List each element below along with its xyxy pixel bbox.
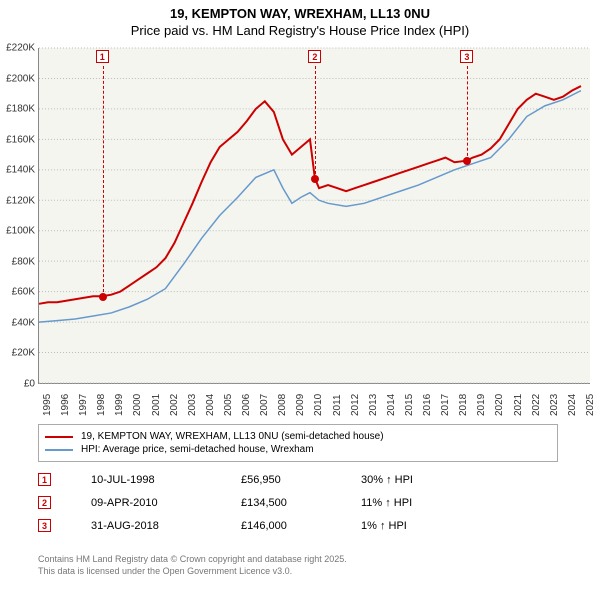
marker-dot-icon (311, 175, 319, 183)
x-axis-label: 2011 (332, 394, 343, 416)
sale-marker-icon: 1 (38, 473, 51, 486)
x-axis-label: 1995 (42, 394, 53, 416)
marker-number-icon: 1 (96, 50, 109, 63)
x-axis-label: 2009 (295, 394, 306, 416)
sales-row: 2 09-APR-2010 £134,500 11% ↑ HPI (38, 491, 558, 514)
marker-line (467, 66, 468, 161)
sale-price: £146,000 (241, 520, 361, 532)
x-axis-label: 2018 (458, 394, 469, 416)
sale-diff: 11% ↑ HPI (361, 497, 481, 509)
marker-line (315, 66, 316, 179)
x-axis-label: 2006 (241, 394, 252, 416)
footer-license: This data is licensed under the Open Gov… (38, 566, 347, 578)
footer: Contains HM Land Registry data © Crown c… (38, 554, 347, 577)
y-axis-label: £200K (0, 73, 35, 84)
sale-date: 09-APR-2010 (91, 497, 241, 509)
x-axis-label: 2019 (476, 394, 487, 416)
y-axis-label: £80K (0, 256, 35, 267)
x-axis-label: 2022 (531, 394, 542, 416)
y-axis-label: £40K (0, 317, 35, 328)
sale-diff: 30% ↑ HPI (361, 474, 481, 486)
x-axis-label: 2016 (422, 394, 433, 416)
legend: 19, KEMPTON WAY, WREXHAM, LL13 0NU (semi… (38, 424, 558, 462)
x-axis-label: 2002 (169, 394, 180, 416)
marker-dot-icon (99, 293, 107, 301)
legend-label: HPI: Average price, semi-detached house,… (81, 444, 314, 455)
x-axis-label: 2025 (585, 394, 596, 416)
marker-dot-icon (463, 157, 471, 165)
y-axis-label: £60K (0, 287, 35, 298)
marker-number-icon: 2 (308, 50, 321, 63)
sale-marker-icon: 2 (38, 496, 51, 509)
legend-swatch (45, 436, 73, 438)
x-axis-label: 1999 (114, 394, 125, 416)
sales-row: 3 31-AUG-2018 £146,000 1% ↑ HPI (38, 514, 558, 537)
sale-price: £56,950 (241, 474, 361, 486)
series-line (39, 86, 581, 304)
x-axis-label: 2017 (440, 394, 451, 416)
footer-copyright: Contains HM Land Registry data © Crown c… (38, 554, 347, 566)
marker-number-icon: 3 (460, 50, 473, 63)
chart-container: 19, KEMPTON WAY, WREXHAM, LL13 0NU Price… (0, 0, 600, 590)
plot-area: 1 2 3 (38, 48, 590, 384)
x-axis-label: 2020 (494, 394, 505, 416)
y-axis-label: £180K (0, 104, 35, 115)
title-block: 19, KEMPTON WAY, WREXHAM, LL13 0NU Price… (0, 0, 600, 40)
x-axis-label: 2015 (404, 394, 415, 416)
x-axis-label: 2023 (549, 394, 560, 416)
x-axis-label: 2005 (223, 394, 234, 416)
legend-swatch (45, 449, 73, 451)
sale-price: £134,500 (241, 497, 361, 509)
x-axis-label: 2008 (277, 394, 288, 416)
x-axis-label: 2014 (386, 394, 397, 416)
sale-date: 10-JUL-1998 (91, 474, 241, 486)
x-axis-label: 2007 (259, 394, 270, 416)
x-axis-label: 2010 (313, 394, 324, 416)
x-axis-label: 2003 (187, 394, 198, 416)
x-axis-label: 1997 (78, 394, 89, 416)
x-axis-label: 2000 (132, 394, 143, 416)
sale-diff: 1% ↑ HPI (361, 520, 481, 532)
x-axis-label: 2001 (151, 394, 162, 416)
sales-table: 1 10-JUL-1998 £56,950 30% ↑ HPI 2 09-APR… (38, 468, 558, 537)
y-axis-label: £120K (0, 195, 35, 206)
legend-label: 19, KEMPTON WAY, WREXHAM, LL13 0NU (semi… (81, 431, 384, 442)
y-axis-label: £220K (0, 43, 35, 54)
series-line (39, 91, 581, 322)
x-axis-label: 2012 (350, 394, 361, 416)
y-axis-label: £160K (0, 134, 35, 145)
y-axis-label: £140K (0, 165, 35, 176)
y-axis-label: £100K (0, 226, 35, 237)
y-axis-label: £20K (0, 348, 35, 359)
title-subtitle: Price paid vs. HM Land Registry's House … (0, 23, 600, 38)
title-address: 19, KEMPTON WAY, WREXHAM, LL13 0NU (0, 6, 600, 21)
x-axis-label: 2021 (513, 394, 524, 416)
legend-item: 19, KEMPTON WAY, WREXHAM, LL13 0NU (semi… (45, 431, 551, 442)
x-axis-label: 2013 (368, 394, 379, 416)
legend-item: HPI: Average price, semi-detached house,… (45, 444, 551, 455)
x-axis-label: 1996 (60, 394, 71, 416)
y-axis-label: £0 (0, 379, 35, 390)
sale-date: 31-AUG-2018 (91, 520, 241, 532)
x-axis-label: 1998 (96, 394, 107, 416)
sales-row: 1 10-JUL-1998 £56,950 30% ↑ HPI (38, 468, 558, 491)
x-axis-label: 2024 (567, 394, 578, 416)
sale-marker-icon: 3 (38, 519, 51, 532)
marker-line (103, 66, 104, 297)
x-axis-label: 2004 (205, 394, 216, 416)
